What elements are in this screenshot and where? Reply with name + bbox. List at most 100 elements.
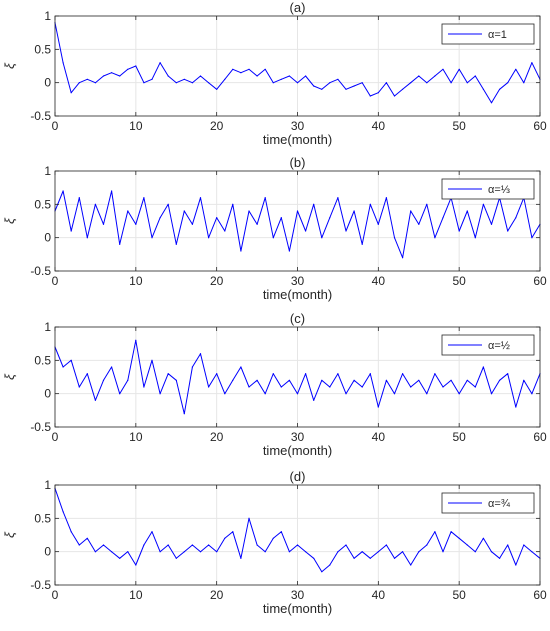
data-point	[377, 223, 379, 225]
data-point	[499, 88, 501, 90]
data-point	[86, 78, 88, 80]
data-point	[434, 237, 436, 239]
data-point	[402, 551, 404, 553]
legend-box	[441, 492, 535, 514]
data-point	[321, 571, 323, 573]
data-point	[531, 62, 533, 64]
data-point	[313, 557, 315, 559]
data-point	[305, 230, 307, 232]
data-point	[78, 82, 80, 84]
data-point	[191, 544, 193, 546]
data-point	[434, 373, 436, 375]
data-point	[523, 379, 525, 381]
data-point	[224, 78, 226, 80]
data-point	[369, 557, 371, 559]
x-tick-label: 30	[291, 430, 305, 444]
data-point	[288, 75, 290, 77]
y-tick-label: -0.5	[30, 420, 51, 434]
data-point	[216, 373, 218, 375]
data-point	[329, 82, 331, 84]
data-point	[369, 203, 371, 205]
x-tick-label: 20	[210, 119, 224, 133]
data-point	[458, 68, 460, 70]
data-point	[369, 373, 371, 375]
data-point	[321, 88, 323, 90]
data-point	[296, 393, 299, 395]
data-point	[111, 72, 113, 74]
x-tick-label: 30	[291, 119, 305, 133]
data-point	[224, 537, 226, 539]
y-axis-label: ξ	[2, 531, 17, 538]
data-point	[70, 92, 72, 94]
data-point	[216, 217, 218, 219]
data-point	[256, 223, 258, 225]
data-point	[466, 82, 468, 84]
data-point	[385, 379, 387, 381]
legend-label: α=½	[488, 340, 510, 352]
x-tick-label: 0	[52, 119, 59, 133]
data-point	[402, 373, 404, 375]
data-point	[159, 62, 161, 64]
data-point	[466, 379, 468, 381]
data-point	[159, 217, 161, 219]
data-point	[499, 557, 501, 559]
x-tick-label: 10	[129, 588, 143, 602]
data-point	[127, 551, 129, 553]
data-point	[450, 82, 452, 84]
legend: α=⅓	[441, 178, 535, 200]
x-tick-label: 50	[452, 588, 466, 602]
data-point	[353, 379, 355, 381]
data-point	[361, 551, 363, 553]
data-point	[191, 366, 193, 368]
y-tick-label: 1	[44, 164, 51, 178]
x-tick-label: 60	[533, 119, 547, 133]
data-point	[305, 373, 307, 375]
legend-label: α=⅓	[488, 184, 510, 196]
data-point	[256, 75, 258, 77]
data-point	[264, 68, 266, 70]
data-point	[482, 537, 484, 539]
data-point	[264, 551, 266, 553]
data-point	[62, 62, 64, 64]
y-tick-label: -0.5	[30, 109, 51, 123]
data-point	[345, 393, 347, 395]
data-point	[272, 373, 274, 375]
data-point	[523, 544, 525, 546]
y-axis-label: ξ	[2, 373, 17, 380]
data-point	[410, 564, 412, 566]
data-point	[377, 406, 379, 408]
data-point	[78, 386, 80, 388]
data-point	[86, 237, 88, 239]
data-point	[199, 75, 202, 77]
data-point	[434, 75, 436, 77]
data-point	[377, 92, 379, 94]
data-point	[151, 531, 153, 533]
data-point	[345, 544, 347, 546]
legend-label: α=1	[488, 29, 507, 41]
data-point	[490, 223, 493, 225]
data-point	[78, 544, 80, 546]
data-point	[353, 557, 355, 559]
data-point	[272, 537, 274, 539]
data-point	[248, 68, 250, 70]
y-tick-label: 0	[44, 76, 51, 90]
data-point	[531, 237, 533, 239]
x-tick-label: 40	[372, 119, 386, 133]
x-tick-label: 0	[52, 430, 59, 444]
data-point	[143, 544, 145, 546]
y-tick-label: 0.5	[34, 511, 51, 525]
data-point	[224, 230, 226, 232]
data-point	[402, 88, 404, 90]
data-point	[102, 75, 105, 77]
data-point	[94, 551, 96, 553]
data-point	[490, 393, 493, 395]
panel-label: (d)	[290, 469, 306, 484]
data-point	[426, 393, 428, 395]
data-point	[507, 82, 509, 84]
data-point	[94, 203, 96, 205]
panel-label: (a)	[290, 0, 306, 15]
data-point	[377, 551, 379, 553]
legend-label: α=¾	[488, 498, 511, 510]
data-point	[135, 65, 137, 67]
